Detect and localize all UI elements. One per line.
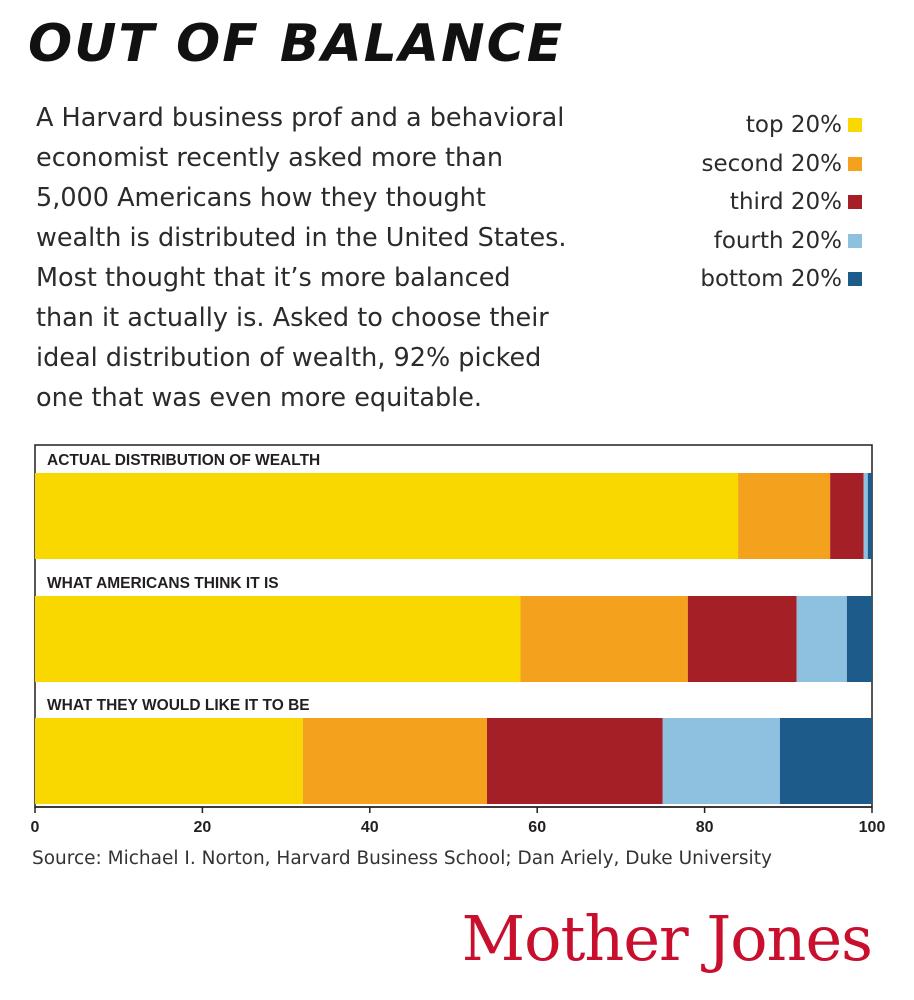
legend-label: bottom 20% — [700, 266, 842, 293]
legend-item-second: second 20% — [700, 145, 862, 184]
description-line: A Harvard business prof and a behavioral — [36, 103, 565, 133]
bar-segment — [35, 718, 303, 804]
x-tick-label: 100 — [859, 819, 886, 836]
bar-segment — [738, 473, 831, 559]
mother-jones-logo: Mother Jones — [461, 902, 873, 975]
legend: top 20% second 20% third 20% fourth 20% … — [700, 106, 862, 299]
bar-segment — [35, 596, 521, 682]
legend-label: fourth 20% — [713, 227, 842, 254]
bar-segment — [779, 718, 872, 804]
chart-title: OUT OF BALANCE — [28, 14, 565, 74]
description-line: wealth is distributed in the United Stat… — [36, 223, 567, 253]
description-line: 5,000 Americans how they thought — [36, 183, 486, 213]
bar-segment — [796, 596, 847, 682]
legend-swatch — [848, 118, 862, 133]
description: A Harvard business prof and a behavioral… — [36, 98, 646, 418]
x-tick-label: 20 — [194, 819, 212, 836]
x-tick-label: 0 — [31, 819, 40, 836]
bar-segment — [662, 718, 780, 804]
bar-segment — [867, 473, 872, 559]
row-label: WHAT AMERICANS THINK IT IS — [47, 575, 279, 592]
legend-label: third 20% — [729, 189, 842, 216]
bar-segment — [846, 596, 872, 682]
description-line: Most thought that it’s more balanced — [36, 263, 511, 293]
legend-label: top 20% — [745, 112, 842, 139]
bar-segment — [863, 473, 868, 559]
description-line: one that was even more equitable. — [36, 383, 483, 413]
description-line: economist recently asked more than — [36, 143, 504, 173]
legend-item-top: top 20% — [700, 106, 862, 145]
bar-segment — [520, 596, 688, 682]
bar-segment — [687, 596, 797, 682]
source-note: Source: Michael I. Norton, Harvard Busin… — [32, 848, 772, 869]
row-label: WHAT THEY WOULD LIKE IT TO BE — [47, 697, 310, 714]
description-line: ideal distribution of wealth, 92% picked — [36, 343, 542, 373]
legend-label: second 20% — [701, 150, 842, 177]
legend-item-bottom: bottom 20% — [700, 260, 862, 299]
description-line: than it actually is. Asked to choose the… — [36, 303, 549, 333]
x-tick-label: 40 — [361, 819, 379, 836]
legend-swatch — [848, 156, 862, 171]
bar-segment — [35, 473, 739, 559]
legend-swatch — [848, 195, 862, 210]
legend-item-fourth: fourth 20% — [700, 222, 862, 261]
x-tick-label: 80 — [696, 819, 714, 836]
x-tick-label: 60 — [528, 819, 546, 836]
legend-swatch — [848, 233, 862, 248]
legend-swatch — [848, 272, 862, 287]
bar-segment — [486, 718, 663, 804]
legend-item-third: third 20% — [700, 183, 862, 222]
bar-segment — [302, 718, 487, 804]
stacked-bar-chart: ACTUAL DISTRIBUTION OF WEALTH WHAT AMERIC… — [31, 444, 886, 836]
row-label: ACTUAL DISTRIBUTION OF WEALTH — [47, 452, 320, 469]
bar-segment — [830, 473, 864, 559]
